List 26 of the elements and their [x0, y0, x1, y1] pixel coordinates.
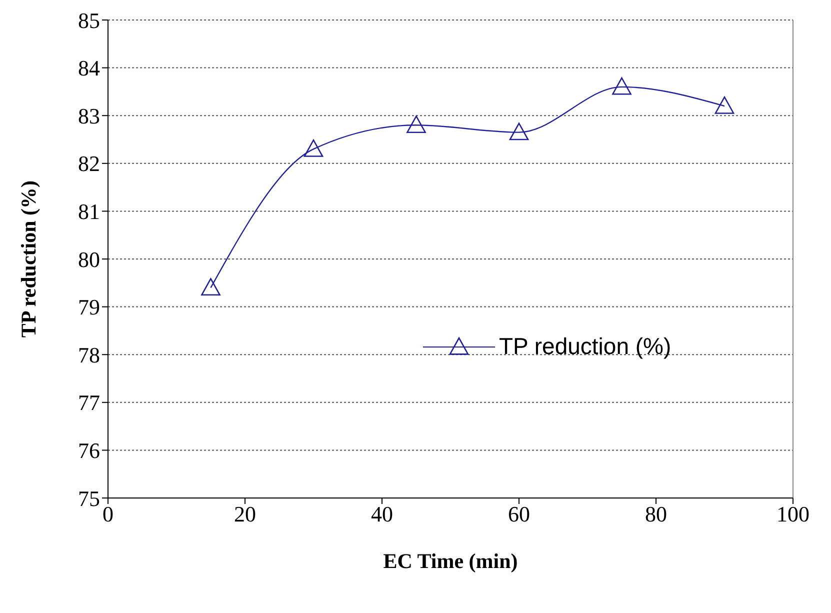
y-tick-label: 80 [78, 246, 100, 272]
x-tick-label: 40 [371, 502, 393, 527]
y-tick-label: 84 [78, 56, 100, 81]
y-tick-label: 85 [78, 8, 100, 33]
y-axis-title: TP reduction (%) [16, 180, 40, 338]
y-tick-label: 79 [78, 294, 100, 320]
x-axis-title: EC Time (min) [383, 549, 518, 573]
y-tick-label: 75 [78, 486, 100, 511]
point [509, 122, 529, 140]
legend-label: TP reduction (%) [499, 333, 672, 360]
point [201, 278, 220, 296]
y-tick-label: 82 [78, 151, 100, 176]
y-tick-label: 76 [78, 438, 100, 464]
y-tick-label: 81 [78, 199, 100, 224]
y-tick-label: 83 [78, 103, 100, 128]
x-tick-label: 20 [234, 502, 256, 527]
point [304, 139, 324, 157]
x-tick-label: 80 [645, 502, 667, 527]
x-tick-label: 100 [776, 502, 810, 527]
y-tick-label: 77 [78, 390, 100, 416]
point [612, 77, 632, 95]
point [714, 96, 734, 114]
x-tick-label: 0 [102, 502, 114, 527]
point [406, 116, 426, 134]
y-tick-label: 78 [78, 342, 100, 368]
x-tick-label: 60 [508, 502, 530, 527]
